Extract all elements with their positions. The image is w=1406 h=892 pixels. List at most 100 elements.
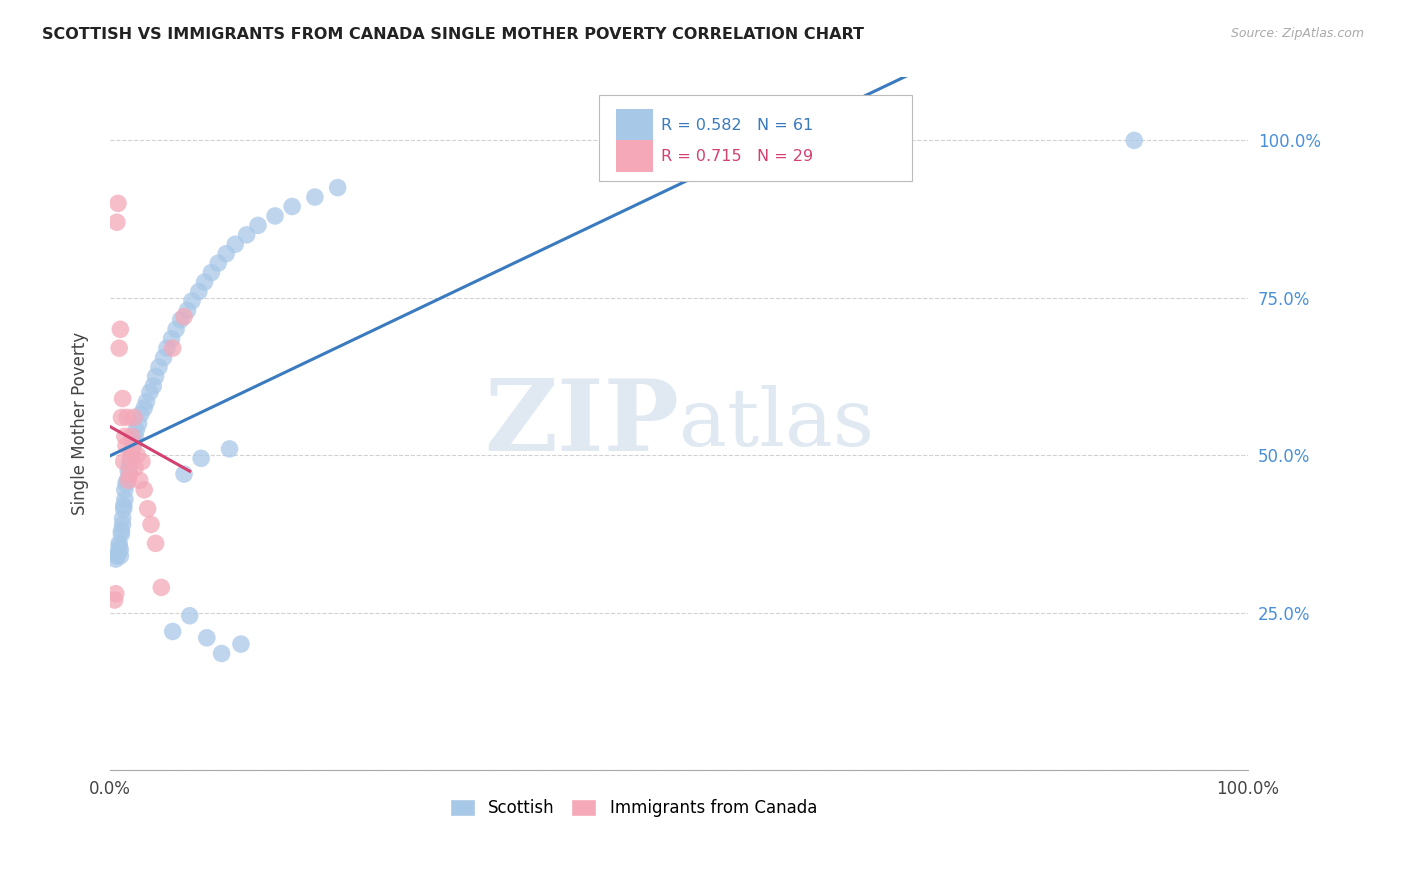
Scottish bbox=[107, 546, 129, 560]
Scottish bbox=[179, 608, 201, 623]
Immigrants from Canada bbox=[120, 451, 142, 466]
Immigrants from Canada bbox=[122, 410, 145, 425]
Scottish bbox=[122, 435, 145, 450]
Scottish bbox=[200, 266, 222, 280]
FancyBboxPatch shape bbox=[616, 110, 652, 141]
Immigrants from Canada bbox=[124, 460, 146, 475]
Immigrants from Canada bbox=[108, 341, 131, 355]
Immigrants from Canada bbox=[121, 429, 143, 443]
Scottish bbox=[134, 401, 156, 415]
Scottish bbox=[115, 474, 138, 488]
Immigrants from Canada bbox=[115, 439, 138, 453]
Immigrants from Canada bbox=[136, 501, 159, 516]
Scottish bbox=[152, 351, 174, 365]
Scottish bbox=[190, 451, 212, 466]
Scottish bbox=[110, 549, 132, 563]
Scottish bbox=[176, 303, 198, 318]
Immigrants from Canada bbox=[105, 215, 128, 229]
Immigrants from Canada bbox=[173, 310, 195, 324]
Scottish bbox=[181, 293, 204, 308]
Immigrants from Canada bbox=[145, 536, 167, 550]
Immigrants from Canada bbox=[114, 429, 136, 443]
Immigrants from Canada bbox=[107, 196, 129, 211]
Scottish bbox=[246, 219, 269, 233]
Immigrants from Canada bbox=[162, 341, 184, 355]
Legend: Scottish, Immigrants from Canada: Scottish, Immigrants from Canada bbox=[443, 792, 824, 824]
Scottish bbox=[326, 180, 349, 194]
Scottish bbox=[112, 499, 135, 513]
Scottish bbox=[110, 527, 132, 541]
Text: atlas: atlas bbox=[679, 384, 875, 463]
Scottish bbox=[114, 492, 136, 507]
Immigrants from Canada bbox=[139, 517, 162, 532]
Scottish bbox=[110, 524, 132, 538]
Scottish bbox=[111, 517, 134, 532]
Scottish bbox=[207, 256, 229, 270]
Scottish bbox=[195, 631, 218, 645]
Text: ZIP: ZIP bbox=[484, 376, 679, 472]
Scottish bbox=[104, 552, 127, 566]
Text: R = 0.582   N = 61: R = 0.582 N = 61 bbox=[661, 118, 813, 133]
Scottish bbox=[120, 451, 142, 466]
Text: SCOTTISH VS IMMIGRANTS FROM CANADA SINGLE MOTHER POVERTY CORRELATION CHART: SCOTTISH VS IMMIGRANTS FROM CANADA SINGL… bbox=[42, 27, 865, 42]
Scottish bbox=[193, 275, 215, 289]
Scottish bbox=[304, 190, 326, 204]
Scottish bbox=[142, 379, 165, 393]
Text: R = 0.715   N = 29: R = 0.715 N = 29 bbox=[661, 149, 813, 164]
Immigrants from Canada bbox=[121, 442, 143, 456]
Scottish bbox=[229, 637, 252, 651]
Scottish bbox=[117, 464, 139, 478]
Scottish bbox=[215, 246, 238, 260]
Scottish bbox=[235, 227, 257, 242]
Scottish bbox=[105, 549, 128, 563]
Scottish bbox=[145, 369, 167, 384]
Immigrants from Canada bbox=[134, 483, 156, 497]
Immigrants from Canada bbox=[128, 474, 150, 488]
Scottish bbox=[110, 542, 132, 557]
Immigrants from Canada bbox=[131, 454, 153, 468]
Immigrants from Canada bbox=[150, 581, 173, 595]
Scottish bbox=[112, 501, 135, 516]
Scottish bbox=[125, 423, 148, 437]
Scottish bbox=[121, 445, 143, 459]
Immigrants from Canada bbox=[127, 448, 149, 462]
Scottish bbox=[165, 322, 187, 336]
Scottish bbox=[264, 209, 287, 223]
Scottish bbox=[211, 647, 233, 661]
Scottish bbox=[124, 429, 146, 443]
Scottish bbox=[173, 467, 195, 481]
Scottish bbox=[118, 458, 141, 472]
Immigrants from Canada bbox=[110, 410, 132, 425]
Scottish bbox=[160, 332, 183, 346]
Scottish bbox=[156, 341, 179, 355]
Scottish bbox=[108, 536, 131, 550]
Scottish bbox=[115, 476, 138, 491]
Immigrants from Canada bbox=[118, 467, 141, 481]
Scottish bbox=[139, 385, 162, 400]
Immigrants from Canada bbox=[115, 410, 138, 425]
Immigrants from Canada bbox=[117, 474, 139, 488]
Scottish bbox=[187, 285, 209, 299]
FancyBboxPatch shape bbox=[616, 140, 652, 172]
Scottish bbox=[111, 511, 134, 525]
Scottish bbox=[1123, 133, 1146, 147]
Scottish bbox=[281, 200, 304, 214]
Immigrants from Canada bbox=[111, 392, 134, 406]
Scottish bbox=[162, 624, 184, 639]
Immigrants from Canada bbox=[110, 322, 132, 336]
FancyBboxPatch shape bbox=[599, 95, 912, 181]
Scottish bbox=[128, 417, 150, 431]
Scottish bbox=[121, 439, 143, 453]
Scottish bbox=[148, 359, 170, 374]
Scottish bbox=[218, 442, 240, 456]
Scottish bbox=[108, 540, 131, 554]
Immigrants from Canada bbox=[104, 593, 127, 607]
Scottish bbox=[224, 237, 246, 252]
Text: Source: ZipAtlas.com: Source: ZipAtlas.com bbox=[1230, 27, 1364, 40]
Y-axis label: Single Mother Poverty: Single Mother Poverty bbox=[72, 332, 89, 516]
Scottish bbox=[169, 313, 191, 327]
Immigrants from Canada bbox=[112, 454, 135, 468]
Scottish bbox=[114, 483, 136, 497]
Immigrants from Canada bbox=[104, 587, 127, 601]
Scottish bbox=[129, 407, 152, 421]
